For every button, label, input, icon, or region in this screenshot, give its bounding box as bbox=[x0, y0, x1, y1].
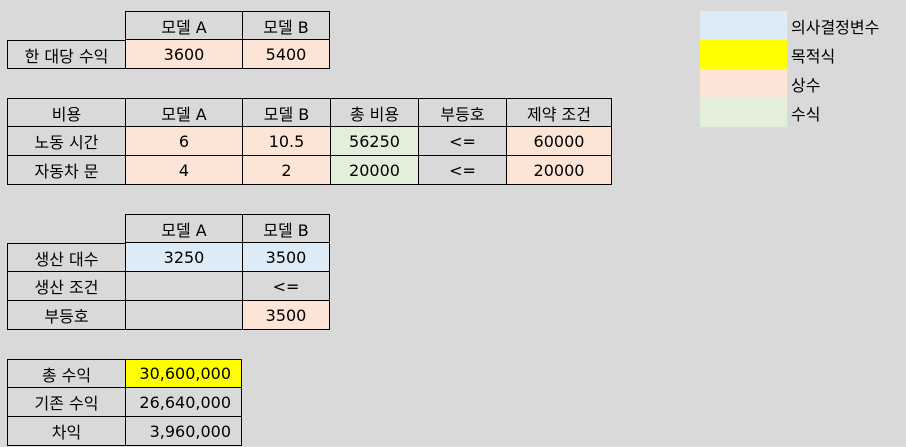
gridline-horizontal bbox=[0, 185, 906, 186]
gridline-horizontal bbox=[0, 11, 906, 12]
t2-header-model-b[interactable]: 모델 B bbox=[242, 98, 330, 127]
gridline-horizontal bbox=[0, 301, 906, 302]
gridline-horizontal bbox=[0, 330, 906, 331]
t2-door-model-a[interactable]: 4 bbox=[125, 156, 242, 185]
t4-total-label[interactable]: 총 수익 bbox=[7, 359, 125, 388]
t2-header-model-a[interactable]: 모델 A bbox=[125, 98, 242, 127]
legend-swatch-decision[interactable] bbox=[700, 11, 787, 40]
gridline-vertical bbox=[876, 0, 877, 447]
legend-label-formula[interactable]: 수식 bbox=[791, 104, 821, 124]
t2-door-inequality[interactable]: <= bbox=[418, 156, 506, 185]
legend-label-objective[interactable]: 목적식 bbox=[791, 46, 836, 66]
gridline-horizontal bbox=[0, 388, 906, 389]
t2-labor-model-a[interactable]: 6 bbox=[125, 127, 242, 156]
gridline-horizontal bbox=[0, 214, 906, 215]
t2-labor-total[interactable]: 56250 bbox=[330, 127, 418, 156]
gridline-vertical bbox=[506, 0, 507, 447]
t2-door-model-b[interactable]: 2 bbox=[242, 156, 330, 185]
gridline-horizontal bbox=[0, 127, 906, 128]
legend-swatch-objective[interactable] bbox=[700, 40, 787, 69]
t4-existing-value[interactable]: 26,640,000 bbox=[125, 388, 242, 417]
t2-header-inequality[interactable]: 부등호 bbox=[418, 98, 506, 127]
t3-units-model-a[interactable]: 3250 bbox=[125, 243, 242, 272]
t2-labor-model-b[interactable]: 10.5 bbox=[242, 127, 330, 156]
gridline-horizontal bbox=[0, 243, 906, 244]
t2-header-total-cost[interactable]: 총 비용 bbox=[330, 98, 418, 127]
gridline-vertical bbox=[330, 0, 331, 447]
t1-profit-model-a[interactable]: 3600 bbox=[125, 40, 242, 69]
t2-header-constraint[interactable]: 제약 조건 bbox=[506, 98, 612, 127]
t2-labor-constraint[interactable]: 60000 bbox=[506, 127, 612, 156]
t3-header-model-b[interactable]: 모델 B bbox=[242, 214, 330, 243]
t4-difference-label[interactable]: 차익 bbox=[7, 417, 125, 446]
t3-inequality-model-b[interactable]: 3500 bbox=[242, 301, 330, 330]
gridline-horizontal bbox=[0, 69, 906, 70]
t3-header-model-a[interactable]: 모델 A bbox=[125, 214, 242, 243]
t1-row-label[interactable]: 한 대당 수익 bbox=[7, 40, 125, 69]
t3-condition-model-b[interactable]: <= bbox=[242, 272, 330, 301]
t2-header-cost[interactable]: 비용 bbox=[7, 98, 125, 127]
gridline-vertical bbox=[700, 0, 701, 447]
legend-swatch-constant[interactable] bbox=[700, 69, 787, 98]
t3-row-inequality-label[interactable]: 부등호 bbox=[7, 301, 125, 330]
gridline-vertical bbox=[787, 0, 788, 447]
t2-door-constraint[interactable]: 20000 bbox=[506, 156, 612, 185]
t4-existing-label[interactable]: 기존 수익 bbox=[7, 388, 125, 417]
legend-label-decision[interactable]: 의사결정변수 bbox=[791, 17, 880, 37]
gridline-horizontal bbox=[0, 359, 906, 360]
t1-header-model-b[interactable]: 모델 B bbox=[242, 11, 330, 40]
gridline-horizontal bbox=[0, 417, 906, 418]
t4-difference-value[interactable]: 3,960,000 bbox=[125, 417, 242, 446]
gridline-horizontal bbox=[0, 40, 906, 41]
gridline-horizontal bbox=[0, 272, 906, 273]
gridline-vertical bbox=[418, 0, 419, 447]
t3-condition-model-a[interactable] bbox=[125, 272, 242, 301]
t3-row-condition-label[interactable]: 생산 조건 bbox=[7, 272, 125, 301]
t3-row-units-label[interactable]: 생산 대수 bbox=[7, 243, 125, 272]
legend-label-constant[interactable]: 상수 bbox=[791, 75, 821, 95]
legend-swatch-formula[interactable] bbox=[700, 98, 787, 127]
t4-total-value[interactable]: 30,600,000 bbox=[125, 359, 242, 388]
gridline-horizontal bbox=[0, 156, 906, 157]
t2-door-total[interactable]: 20000 bbox=[330, 156, 418, 185]
t2-row-labor-label[interactable]: 노동 시간 bbox=[7, 127, 125, 156]
t3-inequality-model-a[interactable] bbox=[125, 301, 242, 330]
t1-header-model-a[interactable]: 모델 A bbox=[125, 11, 242, 40]
t3-units-model-b[interactable]: 3500 bbox=[242, 243, 330, 272]
t1-profit-model-b[interactable]: 5400 bbox=[242, 40, 330, 69]
gridline-vertical bbox=[7, 0, 8, 447]
t2-labor-inequality[interactable]: <= bbox=[418, 127, 506, 156]
gridline-vertical bbox=[612, 0, 613, 447]
t2-row-door-label[interactable]: 자동차 문 bbox=[7, 156, 125, 185]
